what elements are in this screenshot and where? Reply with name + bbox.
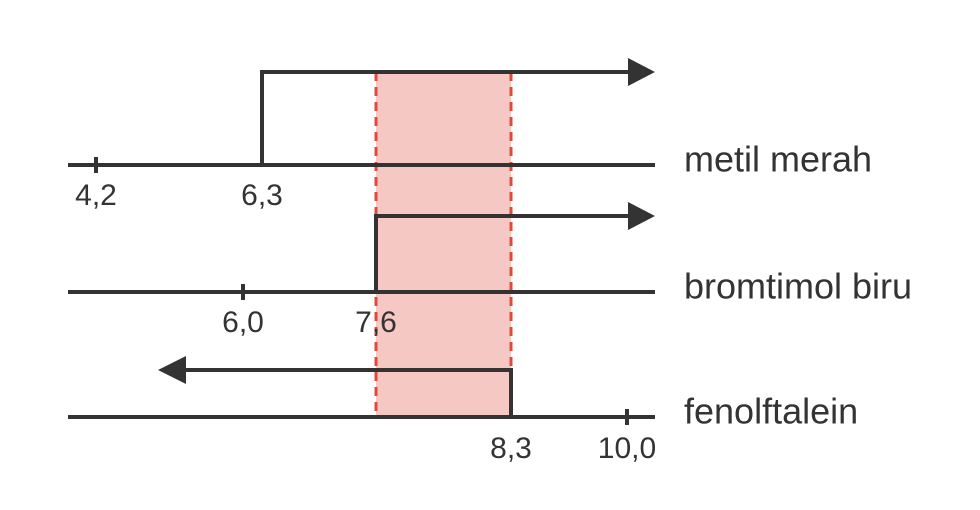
tick-label: 8,3 <box>490 432 532 465</box>
tick-label: 6,3 <box>241 179 283 212</box>
arrow-head <box>628 58 655 86</box>
range-arrow <box>260 70 632 165</box>
arrow-head <box>158 356 186 384</box>
indicator-label: bromtimol biru <box>684 266 912 307</box>
indicator-label: metil merah <box>684 139 872 180</box>
tick-label: 6,0 <box>222 306 264 339</box>
tick-label: 4,2 <box>75 179 117 212</box>
arrow-head <box>628 202 655 230</box>
range-arrow <box>374 214 632 292</box>
indicator-label: fenolftalein <box>684 391 858 432</box>
range-arrow <box>182 368 513 417</box>
overlap-region <box>376 72 511 417</box>
tick-label: 10,0 <box>598 432 656 465</box>
tick-label: 7,6 <box>355 306 397 339</box>
